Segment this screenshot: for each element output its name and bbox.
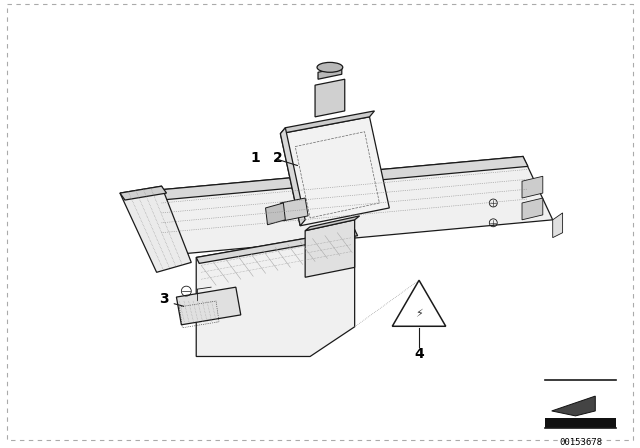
Text: 1: 1: [251, 151, 260, 165]
Polygon shape: [120, 186, 166, 200]
Polygon shape: [280, 128, 305, 226]
Polygon shape: [392, 280, 445, 326]
Polygon shape: [266, 203, 285, 225]
Text: 4: 4: [414, 348, 424, 362]
Text: 2: 2: [273, 151, 282, 165]
Polygon shape: [553, 213, 563, 237]
Polygon shape: [305, 216, 360, 231]
Polygon shape: [120, 186, 191, 272]
Ellipse shape: [317, 62, 343, 72]
Polygon shape: [196, 230, 355, 357]
Polygon shape: [305, 220, 355, 277]
Polygon shape: [157, 156, 528, 200]
Polygon shape: [522, 198, 543, 220]
Polygon shape: [280, 111, 374, 134]
Polygon shape: [315, 79, 345, 117]
Polygon shape: [522, 176, 543, 198]
Polygon shape: [552, 396, 595, 416]
Polygon shape: [318, 67, 342, 79]
Polygon shape: [157, 156, 553, 254]
Bar: [545, 418, 616, 428]
Text: 00153678: 00153678: [559, 438, 602, 447]
Text: $⚡$: $⚡$: [415, 306, 424, 319]
Polygon shape: [280, 198, 308, 221]
Polygon shape: [177, 287, 241, 325]
Polygon shape: [280, 117, 389, 226]
Polygon shape: [196, 230, 358, 263]
Text: 3: 3: [159, 292, 168, 306]
